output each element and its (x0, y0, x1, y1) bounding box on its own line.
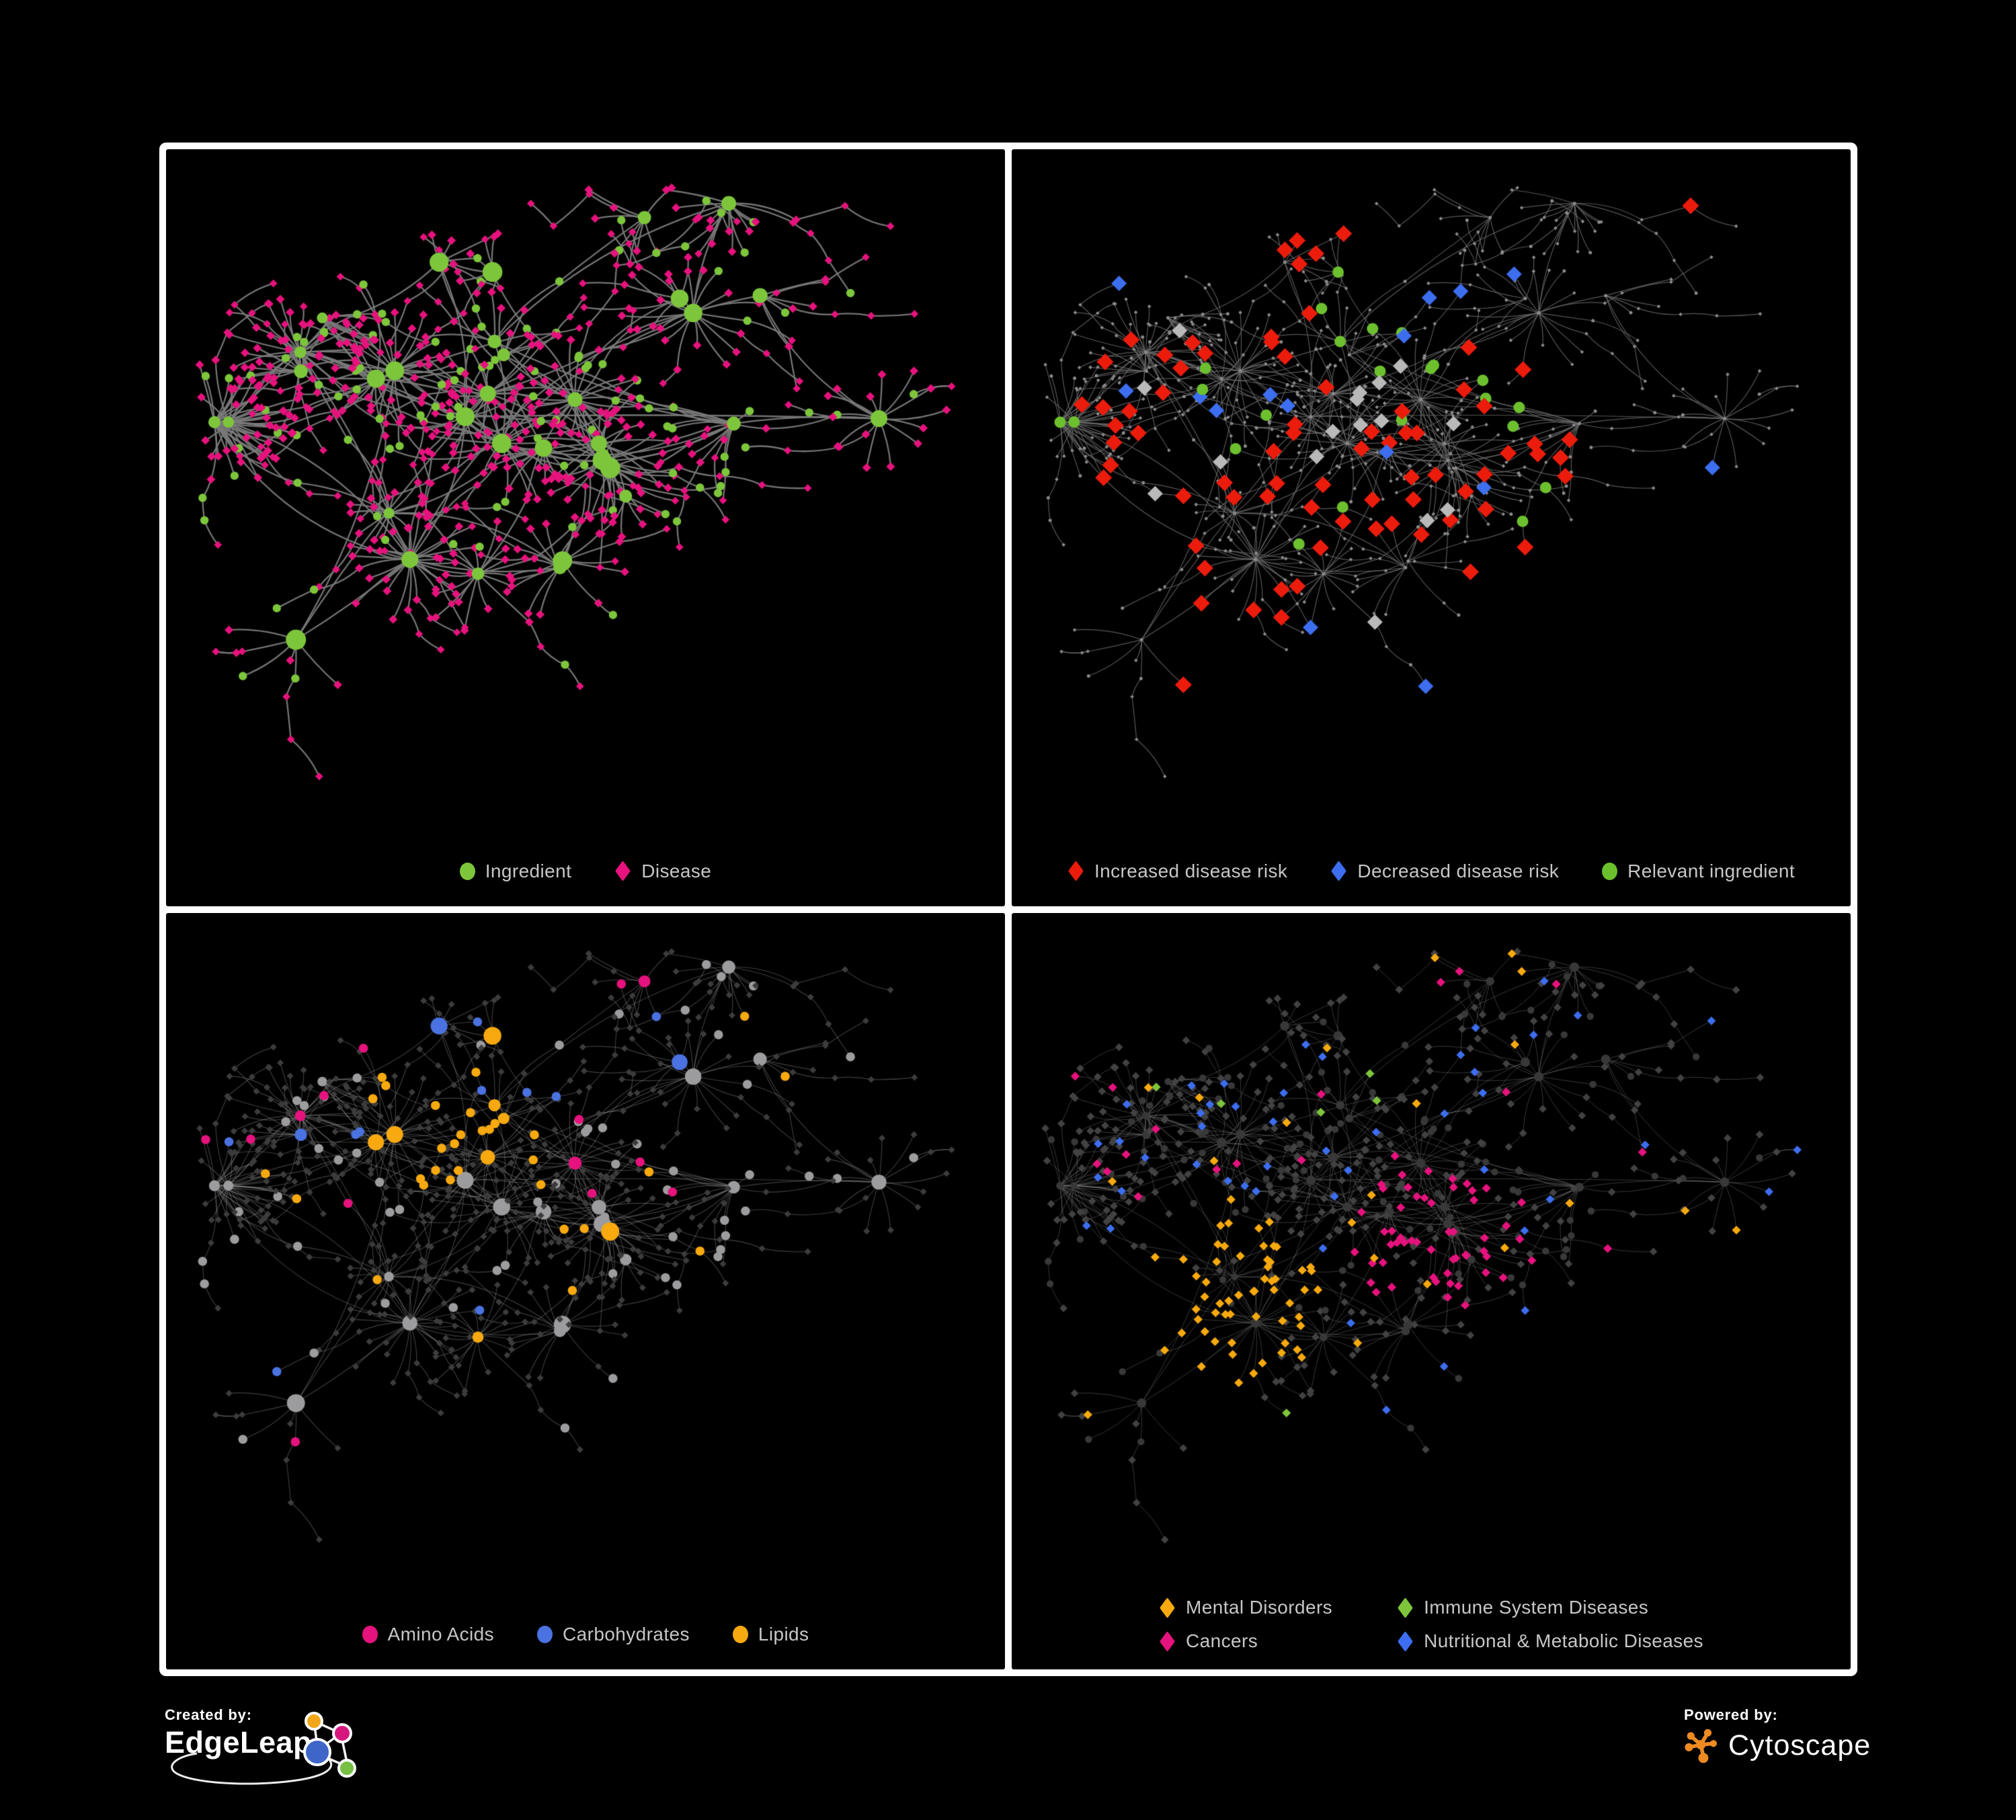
legend-ingredient-disease: Ingredient Disease (166, 861, 1005, 882)
powered-by-label: Powered by: (1684, 1706, 1778, 1723)
edgeleap-brand-name: EdgeLeap (165, 1725, 313, 1759)
legend-diamond-icon (1160, 1597, 1175, 1618)
legend-item: Ingredient (459, 860, 572, 882)
legend-item: Immune System Diseases (1397, 1597, 1703, 1618)
created-by-label: Created by: (165, 1706, 252, 1723)
network-canvas-disease-risk (1012, 149, 1851, 906)
legend-diamond-icon (615, 861, 631, 881)
legend-item: Nutritional & Metabolic Diseases (1397, 1630, 1703, 1652)
legend-circle-icon (362, 1626, 378, 1643)
network-canvas-ingredient-disease (166, 149, 1005, 906)
cytoscape-product-name: Cytoscape (1728, 1729, 1871, 1762)
created-by-block: Created by: EdgeLeap (165, 1706, 387, 1794)
legend-label: Lipids (758, 1624, 809, 1645)
legend-label: Immune System Diseases (1424, 1597, 1649, 1618)
legend-label: Ingredient (485, 860, 572, 881)
legend-diamond-icon (1068, 861, 1084, 881)
legend-item: Amino Acids (362, 1624, 494, 1645)
legend-circle-icon (732, 1626, 748, 1643)
legend-label: Nutritional & Metabolic Diseases (1424, 1630, 1703, 1651)
legend-diamond-icon (1160, 1630, 1175, 1652)
panel-nutrient-classes-network: Amino Acids Carbohydrates Lipids (166, 912, 1005, 1669)
powered-by-block: Powered by: Cytoscape (1684, 1706, 1939, 1787)
legend-diamond-icon (1331, 861, 1347, 881)
legend-circle-icon (537, 1626, 553, 1643)
legend-item: Relevant ingredient (1602, 861, 1795, 882)
network-canvas-nutrient-classes (166, 912, 1005, 1669)
network-figure-grid: Ingredient Disease Increased disease risk… (159, 143, 1857, 1676)
legend-disease-risk: Increased disease risk Decreased disease … (1012, 861, 1851, 882)
legend-item: Increased disease risk (1067, 861, 1287, 882)
legend-diamond-icon (1398, 1630, 1413, 1652)
legend-item: Carbohydrates (537, 1624, 690, 1645)
legend-item: Decreased disease risk (1330, 861, 1559, 882)
panel-disease-risk-network: Increased disease risk Decreased disease … (1012, 149, 1851, 906)
legend-circle-icon (459, 862, 475, 880)
network-canvas-disease-classes (1012, 912, 1851, 1669)
legend-nutrient-classes: Amino Acids Carbohydrates Lipids (166, 1624, 1005, 1645)
legend-item: Disease (614, 861, 711, 882)
panel-disease-classes-network: Mental Disorders Immune System Diseases Ca… (1012, 912, 1851, 1669)
legend-label: Increased disease risk (1094, 860, 1288, 881)
legend-item: Cancers (1159, 1630, 1332, 1652)
legend-label: Mental Disorders (1186, 1597, 1333, 1618)
legend-label: Cancers (1186, 1630, 1258, 1651)
legend-label: Decreased disease risk (1357, 860, 1560, 881)
legend-label: Disease (641, 860, 712, 881)
cytoscape-logo-icon (1685, 1729, 1717, 1764)
legend-label: Relevant ingredient (1627, 860, 1796, 881)
legend-label: Carbohydrates (563, 1624, 690, 1645)
legend-diamond-icon (1398, 1597, 1413, 1618)
panel-ingredient-disease-network: Ingredient Disease (166, 149, 1005, 906)
legend-disease-classes: Mental Disorders Immune System Diseases Ca… (1012, 1597, 1851, 1652)
legend-label: Amino Acids (387, 1624, 495, 1645)
legend-item: Mental Disorders (1159, 1597, 1332, 1618)
legend-item: Lipids (732, 1624, 809, 1645)
legend-circle-icon (1602, 862, 1618, 880)
